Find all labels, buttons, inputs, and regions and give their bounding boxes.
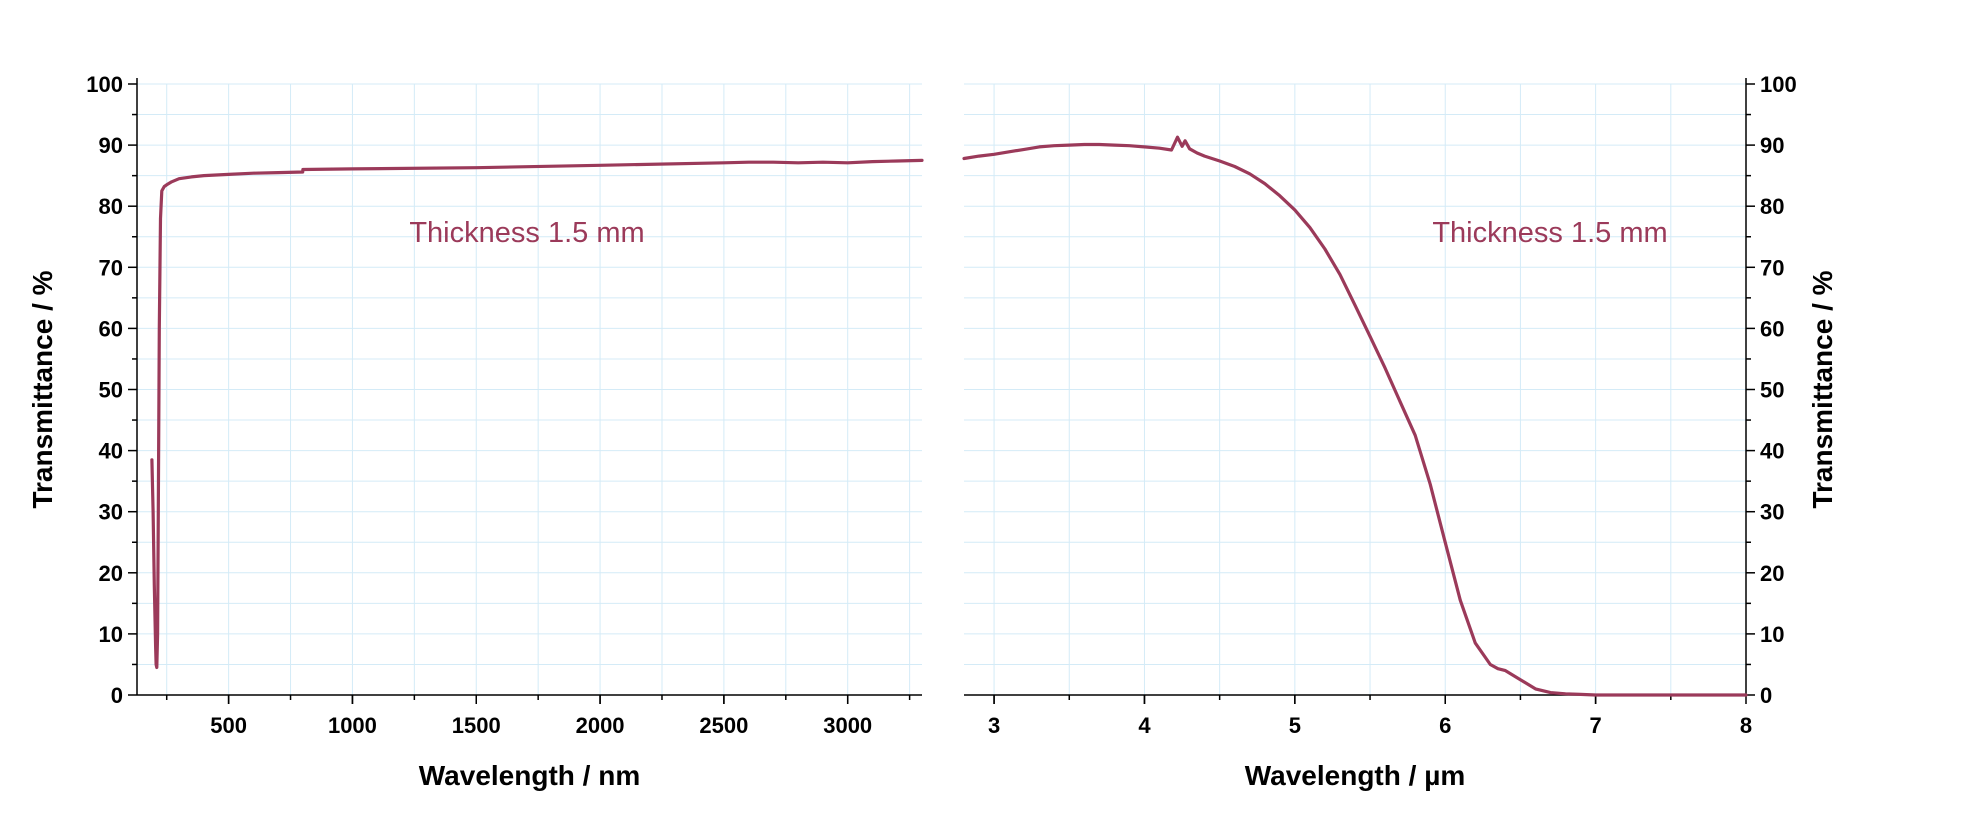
- left-grid: [137, 83, 922, 695]
- left-y-tick-label: 70: [99, 255, 123, 280]
- right-x-tick-label: 4: [1138, 713, 1151, 738]
- right-y-tick-label: 0: [1760, 683, 1772, 708]
- left-y-axis-title: Transmittance / %: [27, 270, 58, 508]
- right-y-tick-label: 30: [1760, 500, 1784, 525]
- right-x-axis-title: Wavelength / µm: [1245, 760, 1465, 791]
- left-x-tick-label: 1500: [452, 713, 501, 738]
- right-x-tick-label: 7: [1589, 713, 1601, 738]
- right-x-tick-label: 6: [1439, 713, 1451, 738]
- left-x-tick-label: 3000: [823, 713, 872, 738]
- chart-right-mid-ir: 0 10 20 30 40 50 60 70 80 90 100 3 4 5 6 7 8 Wavelength /…: [962, 72, 1838, 791]
- right-y-tick-label: 70: [1760, 255, 1784, 280]
- right-x-tick-label: 5: [1289, 713, 1301, 738]
- right-y-tick-label: 20: [1760, 561, 1784, 586]
- left-x-axis-title: Wavelength / nm: [419, 760, 640, 791]
- right-x-tick-label: 8: [1740, 713, 1752, 738]
- left-y-tick-label: 100: [86, 72, 123, 97]
- right-grid: [964, 83, 1746, 695]
- left-x-tick-label: 500: [210, 713, 247, 738]
- left-y-tick-label: 90: [99, 133, 123, 158]
- right-y-tick-label: 90: [1760, 133, 1784, 158]
- chart-left-uv-vis-nir: 0 10 20 30 40 50 60 70 80 90 100 500 1000 1500 2000 250…: [27, 72, 924, 791]
- right-y-tick-label: 60: [1760, 316, 1784, 341]
- right-y-tick-label: 10: [1760, 622, 1784, 647]
- right-thickness-annotation: Thickness 1.5 mm: [1432, 217, 1667, 249]
- left-x-tick-label: 2000: [576, 713, 625, 738]
- right-y-tick-label: 50: [1760, 378, 1784, 403]
- left-y-tick-label: 40: [99, 439, 123, 464]
- left-x-tick-label: 1000: [328, 713, 377, 738]
- left-thickness-annotation: Thickness 1.5 mm: [409, 217, 644, 249]
- right-y-tick-label: 80: [1760, 194, 1784, 219]
- right-y-tick-label: 100: [1760, 72, 1797, 97]
- right-y-tick-label: 40: [1760, 439, 1784, 464]
- left-y-tick-label: 0: [111, 683, 123, 708]
- right-y-axis-title: Transmittance / %: [1807, 270, 1838, 508]
- right-x-tick-label: 3: [988, 713, 1000, 738]
- left-y-tick-label: 60: [99, 316, 123, 341]
- left-y-tick-label: 10: [99, 622, 123, 647]
- left-y-tick-label: 80: [99, 194, 123, 219]
- left-y-tick-label: 20: [99, 561, 123, 586]
- left-y-tick-label: 50: [99, 378, 123, 403]
- left-x-tick-label: 2500: [699, 713, 748, 738]
- right-series-line-0: [962, 135, 1748, 697]
- left-series-line-0: [150, 158, 924, 670]
- left-y-tick-label: 30: [99, 500, 123, 525]
